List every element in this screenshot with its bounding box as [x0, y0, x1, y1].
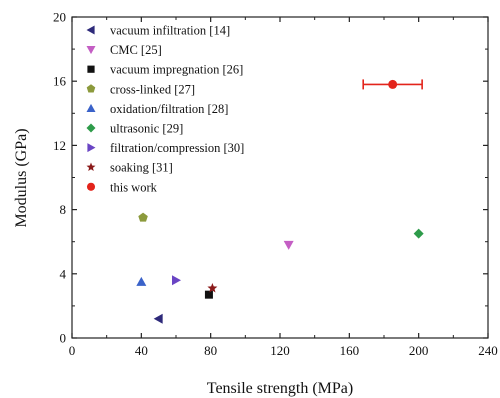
x-tick-label: 240 [478, 343, 498, 358]
data-point [172, 275, 181, 285]
y-tick-label: 20 [53, 10, 66, 25]
data-point [154, 314, 163, 324]
legend-marker [87, 66, 94, 73]
data-point [414, 229, 424, 239]
legend-label: vacuum impregnation [26] [110, 63, 243, 77]
legend-label: ultrasonic [29] [110, 122, 183, 136]
y-tick-label: 12 [53, 138, 66, 153]
data-point [138, 213, 148, 222]
legend-marker [87, 183, 95, 191]
legend-marker [87, 84, 96, 92]
x-tick-label: 160 [340, 343, 360, 358]
x-tick-label: 80 [204, 343, 217, 358]
legend-label: soaking [31] [110, 161, 173, 175]
legend-label: vacuum infiltration [14] [110, 24, 230, 38]
legend-marker [87, 26, 95, 35]
x-tick-label: 200 [409, 343, 429, 358]
data-point [284, 241, 294, 250]
legend-label: oxidation/filtration [28] [110, 102, 228, 116]
data-point [136, 277, 146, 286]
x-tick-label: 120 [270, 343, 290, 358]
legend-label: this work [110, 180, 158, 194]
legend-label: cross-linked [27] [110, 82, 195, 96]
data-point [205, 291, 213, 299]
legend-label: filtration/compression [30] [110, 141, 244, 155]
y-axis-title: Modulus (GPa) [13, 128, 30, 227]
legend-marker [87, 162, 96, 171]
legend-marker [87, 143, 95, 152]
x-axis-title: Tensile strength (MPa) [207, 380, 353, 397]
y-tick-label: 4 [60, 266, 67, 281]
y-tick-label: 16 [53, 74, 67, 89]
y-tick-label: 8 [60, 202, 67, 217]
legend-marker [87, 124, 96, 133]
x-tick-label: 40 [135, 343, 148, 358]
x-tick-label: 0 [69, 343, 76, 358]
legend-marker [87, 104, 96, 112]
legend-marker [87, 46, 96, 54]
legend-label: CMC [25] [110, 43, 162, 57]
y-tick-label: 0 [60, 331, 67, 346]
data-point [388, 80, 397, 89]
